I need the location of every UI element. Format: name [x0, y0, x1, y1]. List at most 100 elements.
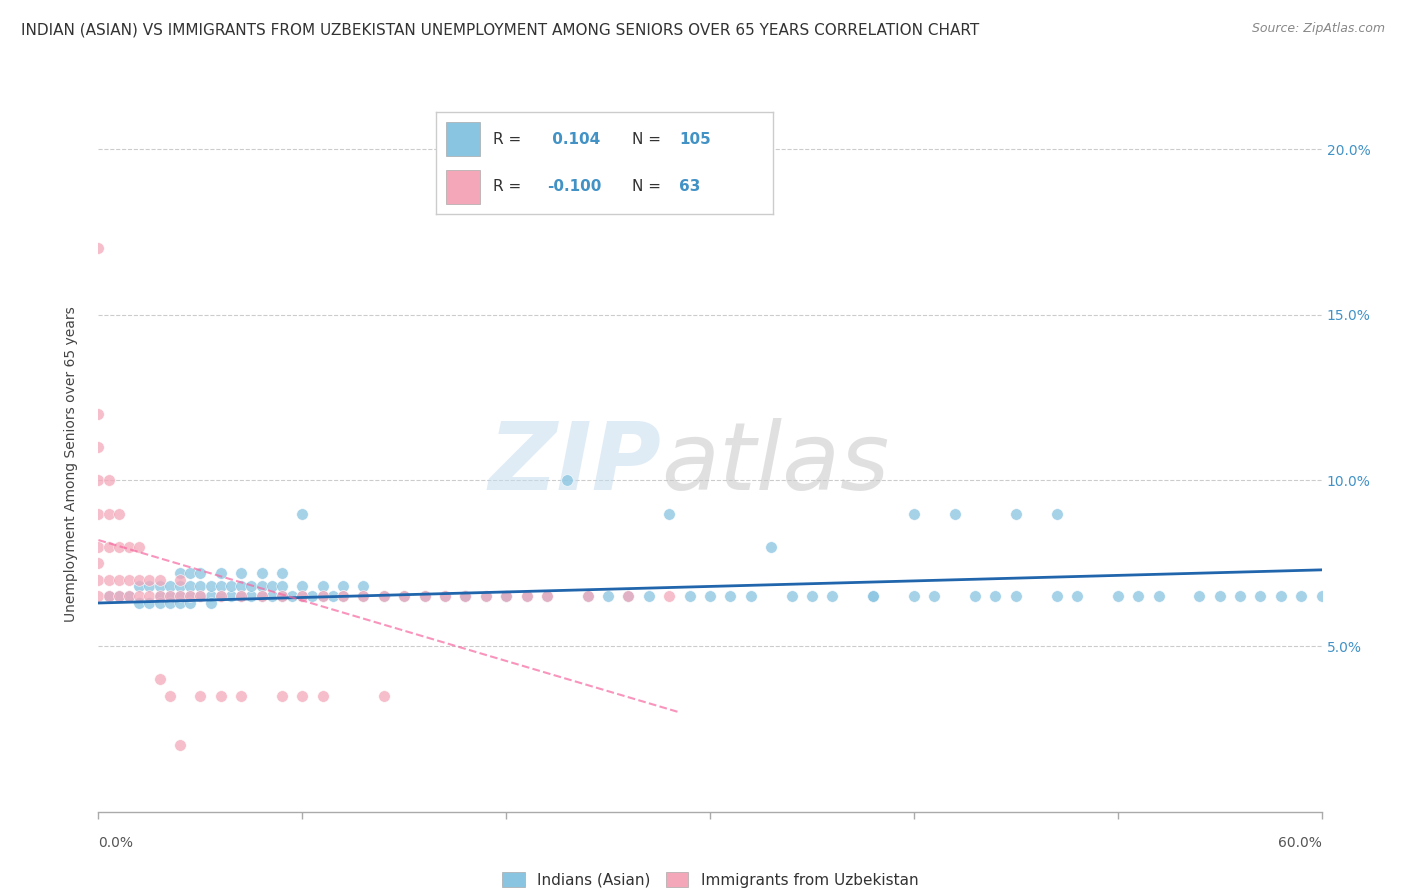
Point — [474, 590, 498, 604]
Point — [87, 573, 110, 587]
Point — [108, 590, 131, 604]
Point — [1045, 590, 1069, 604]
Point — [474, 590, 498, 604]
Point — [301, 590, 323, 604]
Point — [118, 540, 141, 554]
Point — [108, 590, 131, 604]
Point — [516, 590, 538, 604]
Point — [169, 566, 191, 581]
Point — [821, 590, 844, 604]
Point — [169, 739, 191, 753]
Point — [108, 573, 131, 587]
Point — [159, 590, 181, 604]
Point — [179, 590, 201, 604]
Point — [576, 590, 599, 604]
Text: R =: R = — [494, 179, 526, 194]
Point — [149, 590, 172, 604]
Point — [1249, 590, 1271, 604]
Point — [679, 590, 702, 604]
Point — [149, 579, 172, 593]
Point — [454, 590, 477, 604]
FancyBboxPatch shape — [446, 122, 479, 155]
Point — [128, 596, 150, 610]
Point — [1045, 507, 1069, 521]
Point — [516, 590, 538, 604]
Point — [87, 474, 110, 488]
Point — [169, 590, 191, 604]
Point — [291, 590, 314, 604]
Point — [270, 689, 294, 703]
Point — [332, 579, 354, 593]
Point — [557, 474, 579, 488]
Point — [434, 590, 457, 604]
Point — [658, 507, 681, 521]
Point — [312, 590, 335, 604]
Point — [392, 590, 416, 604]
Point — [617, 590, 640, 604]
Point — [1270, 590, 1292, 604]
Point — [138, 573, 160, 587]
Point — [179, 596, 201, 610]
Point — [231, 689, 253, 703]
Text: 105: 105 — [679, 132, 710, 146]
Point — [209, 579, 232, 593]
Point — [219, 590, 242, 604]
Point — [352, 579, 374, 593]
Point — [699, 590, 721, 604]
Text: atlas: atlas — [661, 418, 890, 509]
Point — [312, 579, 335, 593]
Point — [332, 590, 354, 604]
Point — [536, 590, 558, 604]
Point — [169, 573, 191, 587]
Point — [270, 590, 294, 604]
Point — [291, 579, 314, 593]
Point — [128, 540, 150, 554]
Text: -0.100: -0.100 — [547, 179, 602, 194]
Point — [149, 596, 172, 610]
Point — [332, 590, 354, 604]
Point — [97, 590, 120, 604]
Point — [118, 590, 141, 604]
Point — [188, 590, 212, 604]
Point — [1310, 590, 1333, 604]
Point — [373, 689, 395, 703]
Point — [209, 689, 232, 703]
Point — [495, 590, 517, 604]
Point — [118, 590, 141, 604]
Text: 63: 63 — [679, 179, 700, 194]
Text: R =: R = — [494, 132, 526, 146]
Point — [159, 590, 181, 604]
Point — [87, 556, 110, 570]
Point — [231, 590, 253, 604]
Point — [495, 590, 517, 604]
Point — [352, 590, 374, 604]
Point — [780, 590, 803, 604]
Point — [270, 590, 294, 604]
Point — [1107, 590, 1129, 604]
Point — [209, 590, 232, 604]
Point — [352, 590, 374, 604]
Point — [149, 590, 172, 604]
Point — [658, 590, 681, 604]
Point — [108, 540, 131, 554]
Point — [169, 596, 191, 610]
Point — [138, 579, 160, 593]
Point — [179, 590, 201, 604]
Point — [200, 579, 222, 593]
Point — [922, 590, 945, 604]
Point — [312, 590, 335, 604]
Point — [1229, 590, 1251, 604]
Point — [943, 507, 966, 521]
Point — [260, 590, 283, 604]
Point — [179, 566, 201, 581]
Point — [1291, 590, 1313, 604]
Point — [740, 590, 762, 604]
Point — [312, 689, 335, 703]
Point — [188, 579, 212, 593]
Point — [903, 590, 925, 604]
Point — [87, 590, 110, 604]
Point — [231, 579, 253, 593]
Point — [903, 507, 925, 521]
Point — [862, 590, 884, 604]
Point — [108, 507, 131, 521]
